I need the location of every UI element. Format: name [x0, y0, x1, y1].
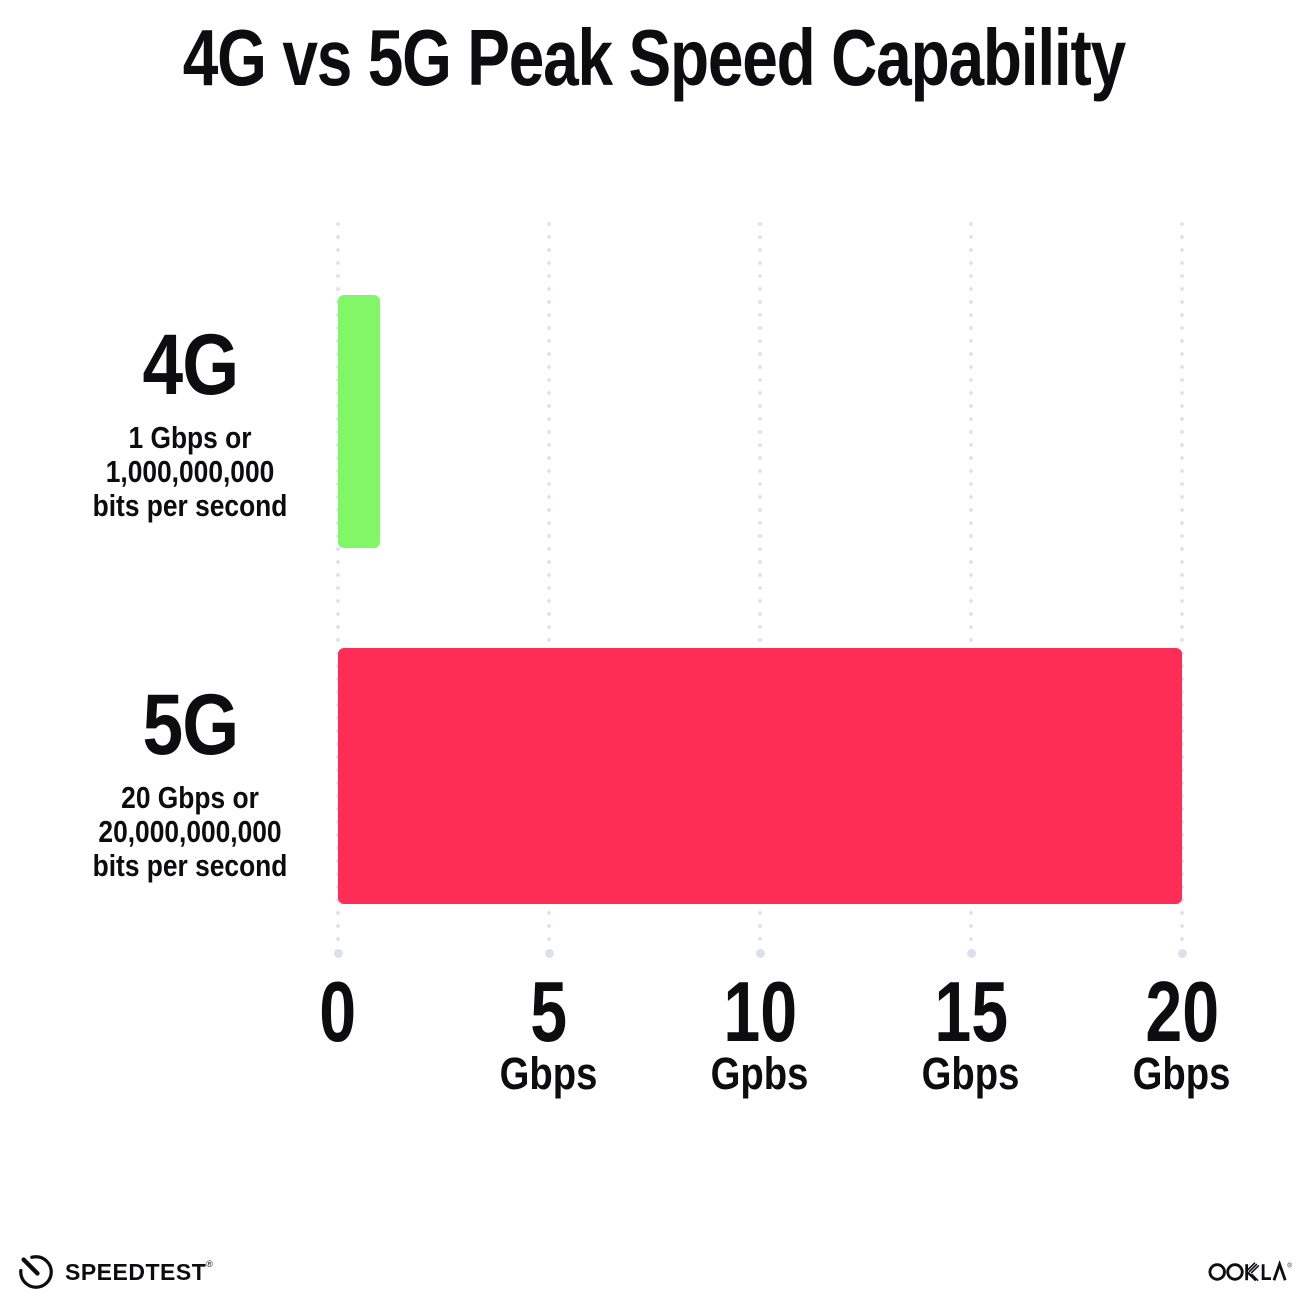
x-tick-unit: Gpbs [711, 1048, 809, 1099]
x-tick-value: 10 [723, 965, 797, 1060]
trademark-symbol: ® [206, 1259, 213, 1269]
category-name-5g: 5G [142, 677, 239, 773]
gridline-5 [544, 222, 554, 958]
x-tick-5: 5 Gbps [449, 970, 649, 1099]
chart-title-text: 4G vs 5G Peak Speed Capability [182, 13, 1126, 102]
sublabel-line: 20 Gbps or [121, 780, 259, 815]
x-tick-10: 10 Gpbs [660, 970, 860, 1099]
trademark-symbol: ® [1287, 1263, 1292, 1270]
sublabel-line: 1,000,000,000 [105, 454, 275, 489]
x-tick-unit: Gbps [922, 1048, 1020, 1099]
sublabel-line: bits per second [92, 488, 288, 523]
gridline-0 [333, 222, 343, 958]
speedtest-gauge-icon [16, 1252, 56, 1292]
category-label-5g: 5G 20 Gbps or 20,000,000,000 bits per se… [54, 682, 326, 883]
gridline-15 [966, 222, 976, 958]
speedtest-logo: SPEEDTEST® [16, 1252, 213, 1292]
x-tick-value: 0 [319, 965, 357, 1060]
x-tick-15: 15 Gbps [871, 970, 1071, 1099]
category-name-4g: 4G [142, 317, 239, 413]
x-tick-20: 20 Gbps [1082, 970, 1282, 1099]
x-tick-unit: Gbps [500, 1048, 598, 1099]
sublabel-line: 20,000,000,000 [98, 814, 282, 849]
gridline-end-dot [755, 949, 765, 958]
sublabel-line: 1 Gbps or [128, 420, 252, 455]
plot-area [333, 222, 1187, 958]
gridline-end-dot [1177, 949, 1187, 958]
category-sublabel-5g: 20 Gbps or 20,000,000,000 bits per secon… [74, 781, 305, 883]
x-tick-value: 20 [1145, 965, 1219, 1060]
gridline-end-dot [544, 949, 554, 958]
bar-4g [338, 295, 381, 548]
speedtest-wordmark: SPEEDTEST® [65, 1259, 213, 1285]
ookla-logo: ® [1208, 1259, 1294, 1290]
gridline-20 [1177, 222, 1187, 958]
x-tick-value: 5 [530, 965, 568, 1060]
category-sublabel-4g: 1 Gbps or 1,000,000,000 bits per second [74, 421, 305, 523]
ookla-wordmark-icon: ® [1208, 1260, 1292, 1282]
gridline-end-dot [333, 949, 343, 958]
x-tick-value: 15 [934, 965, 1008, 1060]
x-tick-unit: Gbps [1133, 1048, 1231, 1099]
gridline-10 [755, 222, 765, 958]
sublabel-line: bits per second [92, 848, 288, 883]
bar-5g [338, 648, 1182, 904]
x-tick-0: 0 [238, 970, 438, 1099]
gridline-end-dot [966, 949, 976, 958]
chart-title: 4G vs 5G Peak Speed Capability [0, 16, 1308, 100]
category-label-4g: 4G 1 Gbps or 1,000,000,000 bits per seco… [54, 322, 326, 523]
